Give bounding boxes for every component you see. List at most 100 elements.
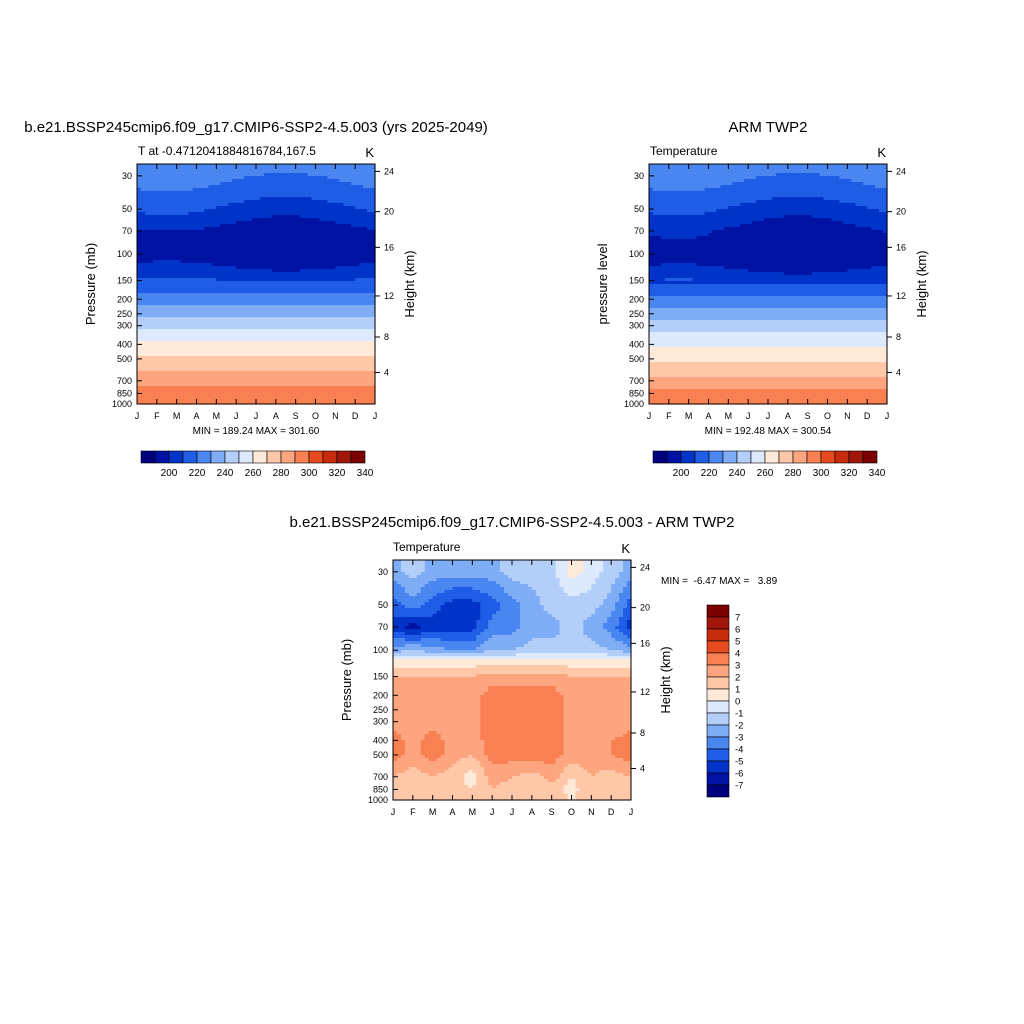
contour-cell [416, 593, 438, 597]
x-tick-label: J [490, 807, 495, 817]
legend-box [806, 450, 822, 464]
contour-cell [476, 773, 485, 777]
contour-cell [472, 599, 497, 603]
legend-box [706, 736, 730, 750]
contour-cell [783, 272, 813, 276]
contour-cell [137, 170, 376, 174]
contour-cell [440, 638, 477, 642]
contour-cell [649, 344, 888, 348]
contour-cell [611, 590, 624, 594]
contour-cell [563, 752, 612, 756]
contour-cell [137, 380, 376, 384]
contour-cell [615, 755, 632, 759]
contour-cell [623, 560, 632, 564]
contour-cell [393, 728, 481, 732]
panel-diff-axes: J F M A M J J A S O N D J 30 50 70 100 150 200 250 300 400 500… [368, 560, 650, 817]
contour-cell [480, 632, 513, 636]
contour-cell [627, 605, 632, 609]
contour-cell [623, 614, 632, 618]
contour-cell [732, 182, 864, 186]
y-tick-label: 850 [117, 388, 132, 398]
contour-cell [351, 182, 376, 186]
x-tick-label: J [391, 807, 396, 817]
contour-cell [728, 206, 868, 210]
contour-cell [811, 215, 888, 219]
contour-cell [137, 185, 209, 189]
legend-box [706, 748, 730, 762]
contour-cell [484, 650, 624, 654]
contour-cell [500, 560, 557, 564]
y-tick-label: 300 [117, 321, 132, 331]
contour-cell [137, 263, 213, 267]
contour-cell [660, 263, 698, 267]
y-tick-label: 400 [629, 339, 644, 349]
contour-cell [823, 197, 888, 201]
legend-label: 240 [729, 468, 746, 479]
contour-cell [452, 764, 481, 768]
contour-cell [476, 782, 489, 786]
y-tick-label: 150 [629, 276, 644, 286]
contour-cell [137, 290, 376, 294]
contour-cell [404, 638, 422, 642]
y-tick-label: 500 [373, 750, 388, 760]
contour-cell [393, 611, 438, 615]
contour-cell [137, 182, 221, 186]
legend-box [778, 450, 794, 464]
contour-cell [519, 602, 541, 606]
legend-label: 300 [813, 468, 830, 479]
contour-cell [404, 572, 422, 576]
contour-cell [428, 581, 497, 585]
contour-cell [137, 323, 376, 327]
contour-cell [480, 695, 565, 699]
contour-cell [724, 266, 872, 270]
legend-box [706, 628, 730, 642]
contour-cell [488, 638, 533, 642]
legend-box [182, 450, 198, 464]
contour-cell [664, 278, 694, 282]
contour-cell [508, 761, 545, 765]
contour-cell [484, 773, 521, 777]
panel-obs-title: ARM TWP2 [729, 119, 808, 136]
contour-cell [480, 761, 493, 765]
x-tick-label: A [193, 411, 199, 421]
contour-cell [652, 212, 706, 216]
contour-cell [436, 578, 489, 582]
contour-cell [567, 569, 584, 573]
contour-cell [559, 620, 584, 624]
contour-cell [771, 197, 825, 201]
contour-cell [480, 605, 501, 609]
contour-cell [393, 623, 410, 627]
contour-cell [627, 635, 632, 639]
y-tick-label: 50 [634, 204, 644, 214]
y-tick-label: 400 [373, 735, 388, 745]
contour-cell [531, 587, 565, 591]
contour-cell [587, 617, 608, 621]
legend-box [706, 616, 730, 630]
legend-box [848, 450, 864, 464]
contour-cell [579, 764, 632, 768]
contour-cell [137, 218, 253, 222]
contour-cell [420, 626, 477, 630]
contour-cell [476, 758, 489, 762]
contour-cell [649, 218, 765, 222]
contour-cell [615, 578, 632, 582]
contour-cell [252, 218, 321, 222]
legend-box [706, 724, 730, 738]
contour-cell [140, 188, 194, 192]
contour-cell [424, 584, 501, 588]
contour-cell [400, 734, 426, 738]
contour-cell [396, 758, 430, 762]
contour-cell [424, 755, 442, 759]
contour-cell [649, 239, 888, 243]
contour-cell [488, 782, 501, 786]
contour-cell [649, 332, 888, 336]
contour-cell [724, 227, 872, 231]
contour-cell [484, 743, 565, 747]
contour-cell [393, 671, 632, 675]
contour-cell [623, 566, 632, 570]
contour-cell [649, 176, 757, 180]
contour-cell [480, 704, 565, 708]
contour-cell [623, 632, 632, 636]
contour-cell [468, 755, 473, 759]
contour-cell [508, 593, 537, 597]
